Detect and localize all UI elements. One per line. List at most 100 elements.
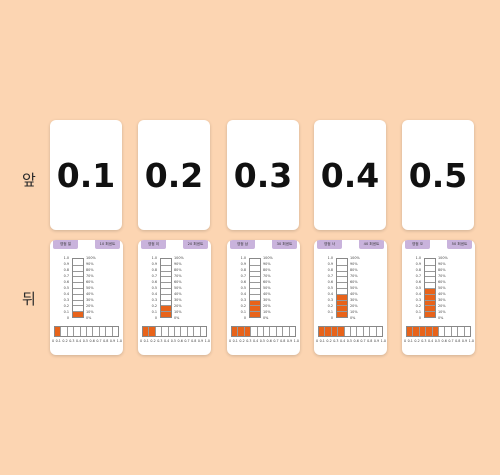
- strip-cell: [61, 327, 68, 336]
- percent-tick-label: 50%: [263, 286, 271, 290]
- strip-cell: [143, 327, 150, 336]
- reading-label: 영점 삼: [230, 240, 255, 249]
- percent-label: 20 퍼센트: [183, 240, 208, 249]
- decimal-scale: 1.0 0.9 0.8 0.7 0.6 0.5 0.4 0.3 0.2 0.1 0: [144, 256, 157, 320]
- reading-label: 영점 이: [141, 240, 166, 249]
- horizontal-strip: [54, 326, 119, 337]
- strip-cell: [232, 327, 239, 336]
- front-card: 0.2: [138, 120, 210, 230]
- axis-tick-label: 0.5: [259, 339, 266, 343]
- axis-tick-label: 0.7: [96, 339, 102, 343]
- card-value: 0.2: [144, 155, 204, 195]
- bar-fill: [425, 288, 435, 317]
- axis-tick-label: 0.6: [177, 339, 183, 343]
- vertical-bar: [424, 258, 436, 318]
- reading-label: 영점 오: [405, 240, 430, 249]
- scale-tick-label: 0.1: [415, 310, 421, 314]
- scale-tick-label: 0.6: [151, 280, 157, 284]
- percent-tick-label: 70%: [174, 274, 182, 278]
- strip-cell: [162, 327, 169, 336]
- scale-tick-label: 0.9: [240, 262, 246, 266]
- strip-cell: [283, 327, 290, 336]
- percent-label: 40 퍼센트: [359, 240, 384, 249]
- scale-tick-label: 0.5: [240, 286, 246, 290]
- percent-tick-label: 70%: [86, 274, 94, 278]
- strip-cell: [55, 327, 62, 336]
- bar-gridline: [337, 299, 347, 301]
- strip-cell: [244, 327, 252, 336]
- vertical-bar: [249, 258, 261, 318]
- scale-tick-label: 0.7: [415, 274, 421, 278]
- axis-tick-label: 0.3: [421, 339, 427, 343]
- scale-tick-label: 0.4: [327, 292, 333, 296]
- percent-tick-label: 40%: [86, 292, 94, 296]
- axis-tick-label: 0.7: [184, 339, 190, 343]
- strip-cell: [67, 327, 75, 336]
- percent-tick-label: 60%: [350, 280, 358, 284]
- axis-tick-label: 0.5: [170, 339, 177, 343]
- axis-tick-label: 0.2: [414, 339, 420, 343]
- scale-tick-label: 0.1: [327, 310, 333, 314]
- percent-tick-label: 0%: [263, 316, 269, 320]
- axis-tick-label: 0.9: [461, 339, 468, 343]
- axis-tick-label: 0: [229, 339, 232, 343]
- bar-gridline: [250, 305, 260, 307]
- bar-gridline: [250, 288, 260, 289]
- strip-cell: [257, 327, 265, 336]
- percent-tick-label: 30%: [174, 298, 182, 302]
- horizontal-strip: [231, 326, 296, 337]
- strip-cell: [74, 327, 81, 336]
- bar-gridline: [337, 282, 347, 284]
- bar-gridline: [425, 288, 435, 289]
- percent-tick-label: 100%: [438, 256, 448, 260]
- horizontal-strip: [318, 326, 383, 337]
- bar-gridline: [73, 299, 83, 301]
- scale-tick-label: 0.7: [151, 274, 157, 278]
- percent-tick-label: 70%: [263, 274, 271, 278]
- horizontal-strip: [406, 326, 471, 337]
- axis-tick-label: 0.1: [143, 339, 149, 343]
- percent-tick-label: 100%: [350, 256, 360, 260]
- scale-tick-label: 1.0: [415, 256, 421, 260]
- front-card: 0.3: [227, 120, 299, 230]
- decimal-scale: 1.0 0.9 0.8 0.7 0.6 0.5 0.4 0.3 0.2 0.1 0: [408, 256, 421, 320]
- vertical-bar: [160, 258, 172, 318]
- bar-gridline: [161, 264, 171, 266]
- bar-gridline: [250, 311, 260, 313]
- strip-cell: [93, 327, 100, 336]
- strip-cell: [264, 327, 271, 336]
- percent-tick-label: 80%: [174, 268, 182, 272]
- axis-tick-label: 0.5: [82, 339, 89, 343]
- scale-tick-label: 0.9: [151, 262, 157, 266]
- scale-tick-label: 0.7: [240, 274, 246, 278]
- scale-tick-label: 0.4: [151, 292, 157, 296]
- scale-tick-label: 0.3: [151, 298, 157, 302]
- reading-label: 영점 일: [53, 240, 78, 249]
- bar-gridline: [250, 282, 260, 284]
- back-side-label: 뒤: [22, 290, 36, 308]
- axis-tick-label: 0.1: [232, 339, 238, 343]
- strip-cell: [432, 327, 440, 336]
- scale-tick-label: 0.2: [63, 304, 69, 308]
- front-card: 0.5: [402, 120, 474, 230]
- scale-tick-label: 0.6: [415, 280, 421, 284]
- axis-tick-label: 0.8: [280, 339, 286, 343]
- bar-fill: [250, 299, 260, 317]
- strip-cell: [376, 327, 383, 336]
- percent-scale: 100% 90% 80% 70% 60% 50% 40% 30% 20% 10% 0%: [86, 256, 102, 320]
- strip-cell: [149, 327, 156, 336]
- percent-tick-label: 90%: [438, 262, 446, 266]
- scale-tick-label: 0.5: [63, 286, 69, 290]
- axis-tick-label: 0.6: [353, 339, 359, 343]
- axis-tick-label: 0.4: [163, 339, 170, 343]
- strip-cell: [357, 327, 364, 336]
- percent-tick-label: 50%: [438, 286, 446, 290]
- strip-cell: [407, 327, 414, 336]
- percent-tick-label: 100%: [86, 256, 96, 260]
- strip-cell: [445, 327, 452, 336]
- strip-cell: [419, 327, 427, 336]
- bar-gridline: [425, 282, 435, 284]
- percent-tick-label: 40%: [263, 292, 271, 296]
- axis-tick-label: 1.0: [468, 339, 474, 343]
- percent-tick-label: 20%: [86, 304, 94, 308]
